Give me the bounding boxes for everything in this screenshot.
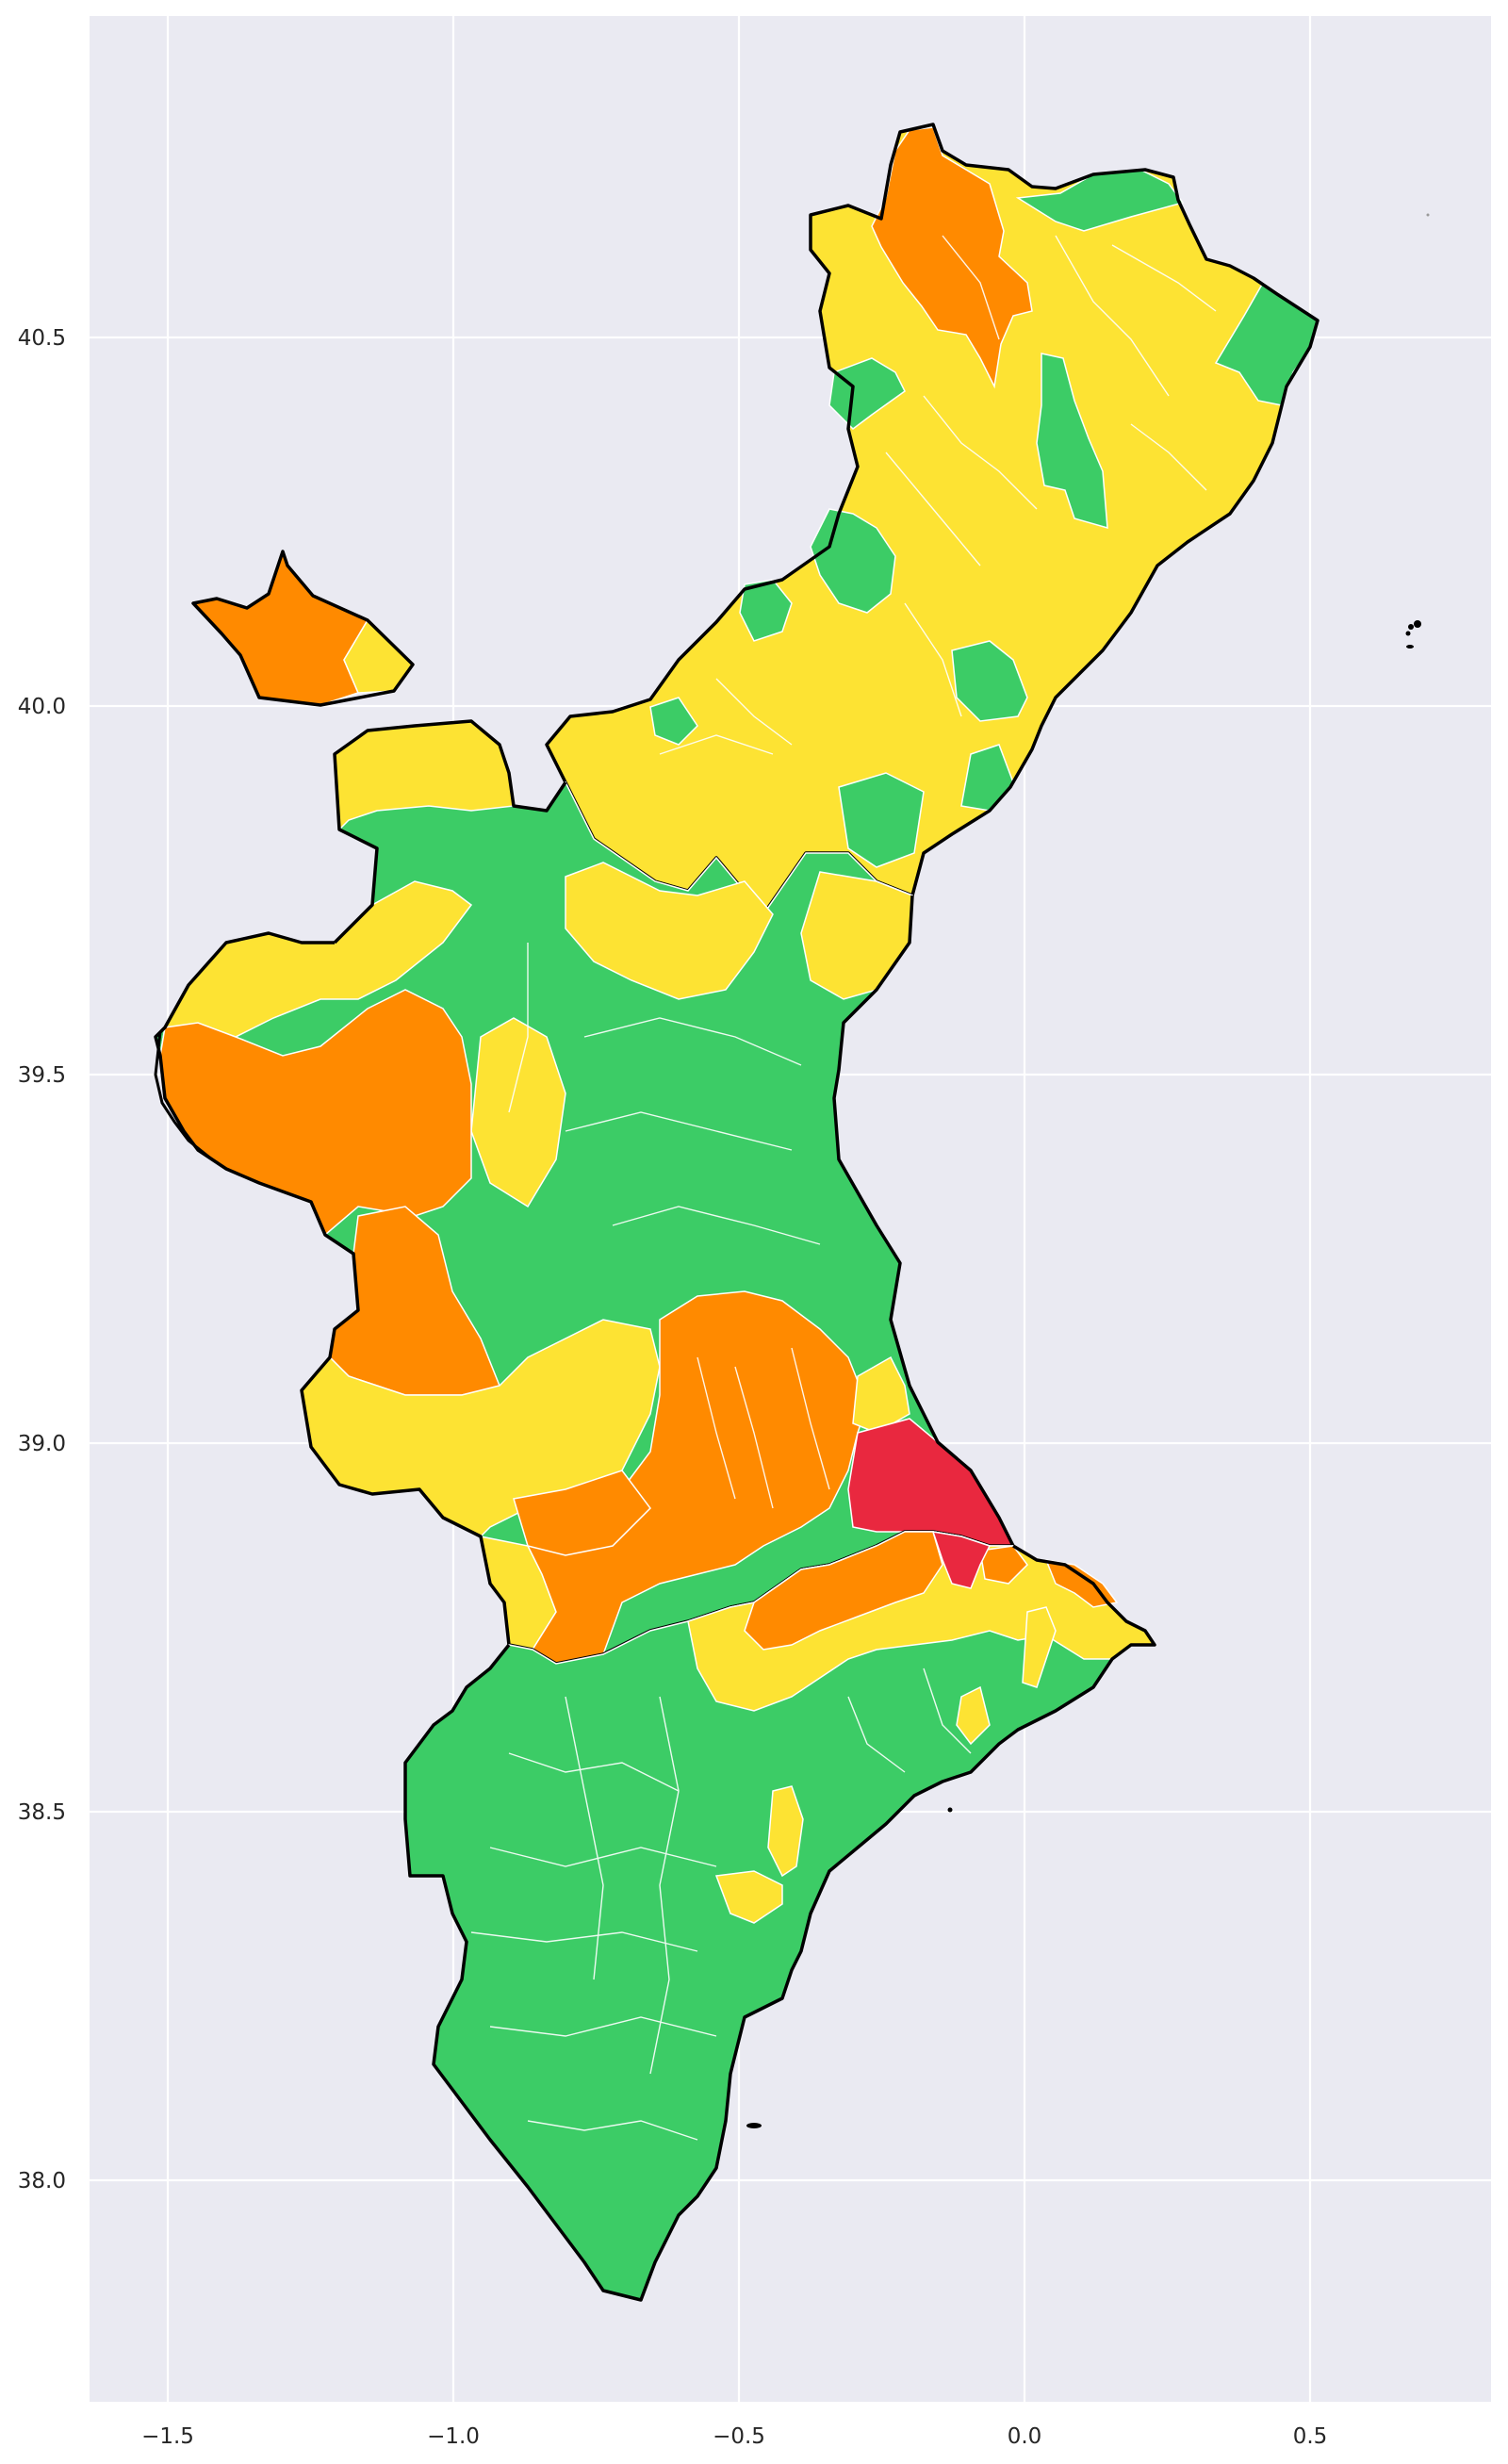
- x-tick-label: 0.5: [1293, 2424, 1328, 2449]
- zone-valencia-orange-s2: [513, 1470, 651, 1556]
- y-axis-ticks: 40.5 40.0 39.5 39.0 38.5 38.0: [18, 326, 66, 2193]
- province-valencia: [154, 719, 1015, 1666]
- y-tick-label: 40.0: [18, 695, 66, 719]
- zone-castellon-green-mid3: [951, 640, 1028, 722]
- zone-castellon-green-s2: [838, 772, 925, 868]
- zone-alicante-yellow-p4: [1022, 1606, 1057, 1688]
- zone-alicante-yellow-p3: [956, 1685, 991, 1746]
- border-valencia-coast: [832, 895, 1015, 1547]
- x-tick-label: 0.0: [1008, 2424, 1042, 2449]
- zone-castellon-green-west: [828, 357, 906, 430]
- municipality-borders: [470, 235, 1217, 2141]
- y-tick-label: 38.5: [18, 1800, 66, 1825]
- zone-castellon-green-mid1: [1036, 353, 1108, 530]
- zone-valencia-yellow-c: [470, 1017, 566, 1208]
- zone-castellon-green-s4: [649, 697, 698, 746]
- border-castellon: [545, 123, 1320, 916]
- border-valencia-west: [333, 719, 567, 945]
- x-tick-label: −1.0: [427, 2424, 480, 2449]
- border-alicante: [403, 1544, 1156, 2302]
- zone-alicante-yellow-p2: [714, 1870, 783, 1924]
- border-ademuz: [191, 550, 415, 707]
- province-alicante: [403, 1531, 1156, 2302]
- zone-alicante-red: [931, 1531, 992, 1589]
- y-tick-label: 38.0: [18, 2169, 66, 2193]
- x-tick-label: −1.5: [141, 2424, 194, 2449]
- border-valencia-west-detail: [154, 1031, 213, 1161]
- y-tick-label: 39.0: [18, 1432, 66, 1456]
- x-axis-ticks: −1.5 −1.0 −0.5 0.0 0.5: [141, 2424, 1327, 2449]
- y-tick-label: 39.5: [18, 1063, 66, 1088]
- enclave-ademuz: [191, 549, 415, 707]
- zone-valencia-yellow-mid: [565, 862, 774, 1000]
- y-tick-label: 40.5: [18, 326, 66, 351]
- zone-alicante-yellow-p1: [767, 1785, 804, 1878]
- zone-valencia-yellow-safor: [852, 1355, 910, 1434]
- x-tick-label: −0.5: [713, 2424, 765, 2449]
- zone-alicante-orange-n: [744, 1531, 943, 1651]
- zone-alicante-orange-nc: [979, 1545, 1028, 1585]
- islands: [746, 213, 1430, 2128]
- zone-alicante-orange-ne: [1044, 1559, 1119, 1608]
- province-castellon: [545, 123, 1320, 916]
- zone-castellon-green-s1: [739, 579, 793, 642]
